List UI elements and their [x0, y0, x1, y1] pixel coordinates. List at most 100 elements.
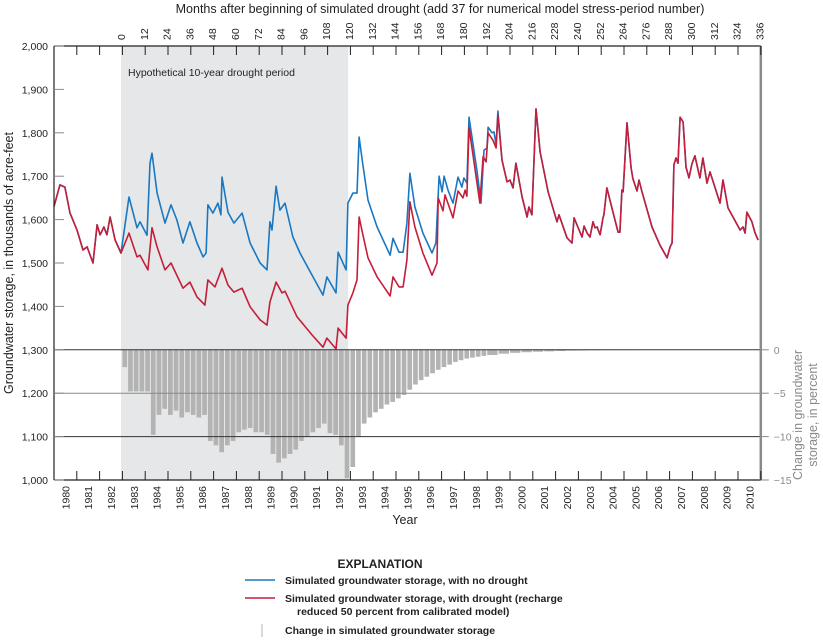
- percent-change-bar: [316, 349, 321, 428]
- percent-change-bar: [418, 349, 424, 381]
- x-tick-label: 1998: [471, 486, 483, 510]
- percent-change-bar: [139, 349, 145, 392]
- top-tick-label: 336: [754, 22, 766, 40]
- x-tick-label: 1980: [60, 486, 72, 510]
- percent-change-bar: [253, 349, 259, 433]
- percent-change-bar: [219, 349, 224, 453]
- x-tick-label: 1986: [197, 486, 209, 510]
- percent-change-bar: [510, 349, 521, 353]
- percent-change-bar: [544, 349, 555, 352]
- top-tick-label: 84: [276, 28, 288, 40]
- percent-change-bar: [264, 349, 270, 435]
- top-tick-label: 300: [686, 22, 698, 40]
- percent-change-bar: [435, 349, 441, 370]
- percent-change-bar: [179, 349, 185, 418]
- percent-change-bar: [339, 349, 344, 446]
- top-tick-label: 120: [344, 22, 356, 40]
- y2-tick-label: −15: [774, 475, 792, 487]
- y-tick-label: 1,500: [22, 258, 48, 270]
- y2-axis-title-line2: storage, in percent: [806, 363, 820, 467]
- percent-change-bar: [207, 349, 213, 441]
- legend-label-change: Change in simulated groundwater storage: [285, 625, 495, 637]
- x-tick-label: 1990: [288, 486, 300, 510]
- x-tick-label: 1997: [448, 486, 460, 510]
- x-tick-label: 1993: [357, 486, 369, 510]
- y-tick-label: 1,700: [22, 171, 48, 183]
- top-tick-label: 180: [458, 22, 470, 40]
- percent-change-bar: [190, 349, 196, 415]
- top-tick-label: 192: [481, 22, 493, 40]
- x-tick-label: 1991: [311, 486, 323, 510]
- x-tick-label: 2005: [630, 486, 642, 510]
- top-tick-label: 60: [230, 28, 242, 40]
- percent-change-bar: [202, 349, 207, 415]
- y-tick-label: 1,200: [22, 388, 48, 400]
- percent-change-bar: [196, 349, 202, 418]
- top-tick-label: 324: [732, 22, 744, 40]
- percent-change-bar: [168, 349, 173, 415]
- x-tick-label: 2000: [516, 486, 528, 510]
- percent-change-bar: [225, 349, 230, 446]
- y-tick-label: 1,900: [22, 84, 48, 96]
- percent-change-bar: [521, 349, 532, 353]
- percent-change-bar: [464, 349, 470, 359]
- percent-change-bar: [259, 349, 264, 433]
- percent-change-bar: [333, 349, 338, 435]
- x-axis-title: Year: [392, 513, 417, 527]
- percent-change-bar: [373, 349, 378, 413]
- percent-change-bar: [350, 349, 356, 467]
- y-tick-label: 1,800: [22, 128, 48, 140]
- x-tick-label: 2010: [744, 486, 756, 510]
- percent-change-bar: [156, 349, 162, 415]
- percent-change-bar: [555, 349, 566, 352]
- legend: EXPLANATION Simulated groundwater storag…: [245, 557, 563, 637]
- top-tick-label: 132: [367, 22, 379, 40]
- top-tick-label: 228: [549, 22, 561, 40]
- percent-change-bar: [247, 349, 253, 428]
- percent-change-bar: [424, 349, 430, 377]
- percent-change-bar: [213, 349, 219, 446]
- top-tick-label: 144: [390, 22, 402, 40]
- top-tick-label: 312: [709, 22, 721, 40]
- y-tick-label: 1,000: [22, 475, 48, 487]
- top-axis-title: Months after beginning of simulated drou…: [176, 2, 705, 16]
- percent-change-bar: [293, 349, 299, 450]
- top-tick-label: 240: [572, 22, 584, 40]
- percent-change-bar: [401, 349, 407, 395]
- percent-change-bar: [487, 349, 498, 356]
- percent-change-bar: [498, 349, 509, 354]
- percent-change-bar: [236, 349, 242, 433]
- percent-change-bar: [162, 349, 167, 409]
- percent-change-bar: [413, 349, 418, 385]
- percent-change-bar: [367, 349, 373, 418]
- drought-period-label: Hypothetical 10-year drought period: [128, 67, 295, 79]
- percent-change-bar: [230, 349, 236, 441]
- x-tick-label: 2008: [699, 486, 711, 510]
- x-tick-label: 1988: [243, 486, 255, 510]
- top-tick-label: 96: [298, 28, 310, 40]
- percent-change-bar: [327, 349, 333, 434]
- percent-change-bar: [475, 349, 481, 357]
- percent-change-bar: [185, 349, 190, 413]
- percent-change-bar: [344, 349, 350, 479]
- percent-change-bar: [145, 349, 150, 392]
- top-tick-label: 36: [184, 28, 196, 40]
- percent-change-bar: [282, 349, 287, 459]
- percent-change-bar: [453, 349, 458, 362]
- percent-change-bar: [361, 349, 367, 424]
- percent-change-bar: [299, 349, 304, 441]
- legend-label-drought-line2: reduced 50 percent from calibrated model…: [297, 606, 509, 618]
- y-tick-label: 2,000: [22, 41, 48, 53]
- percent-change-bar: [150, 349, 156, 435]
- x-tick-label: 2001: [539, 486, 551, 510]
- x-tick-label: 1994: [380, 486, 392, 510]
- top-tick-label: 204: [504, 22, 516, 40]
- top-tick-label: 252: [595, 22, 607, 40]
- legend-label-no-drought: Simulated groundwater storage, with no d…: [285, 575, 528, 587]
- x-tick-label: 1996: [425, 486, 437, 510]
- y-tick-label: 1,600: [22, 215, 48, 227]
- x-tick-label: 2004: [608, 486, 620, 510]
- percent-change-bar: [447, 349, 452, 365]
- percent-change-bar: [532, 349, 544, 352]
- x-tick-label: 1999: [494, 486, 506, 510]
